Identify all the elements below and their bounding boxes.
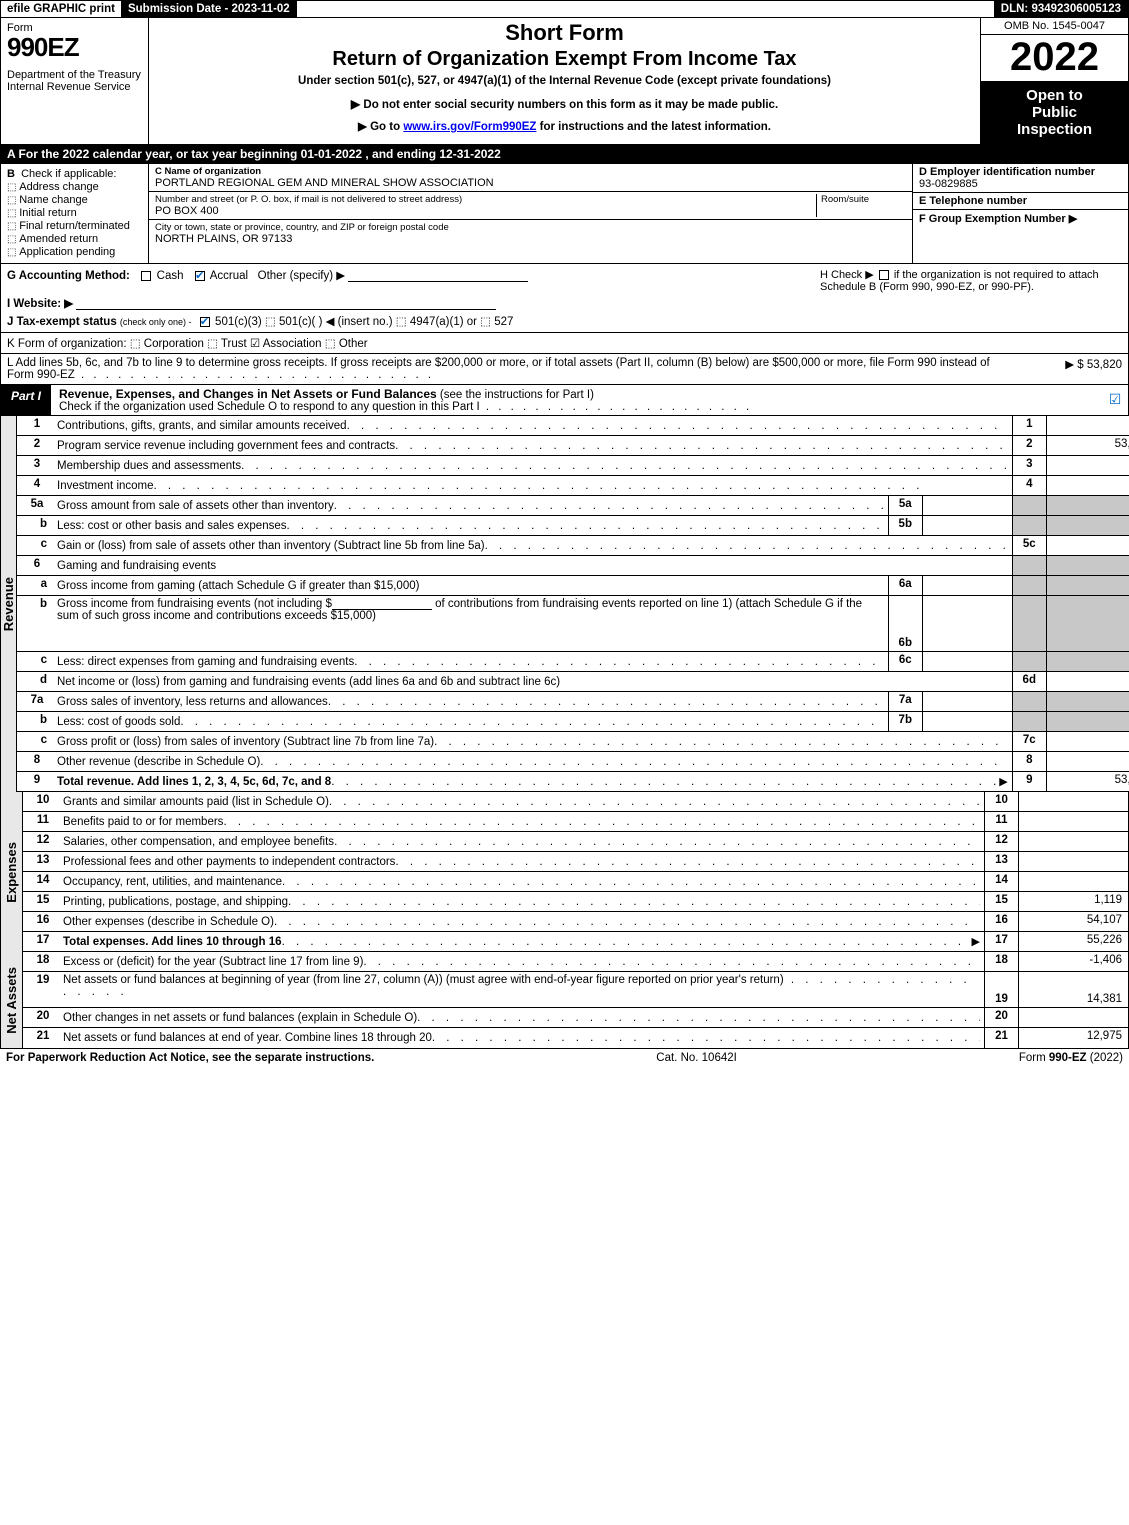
netassets-side-label: Net Assets [1,952,23,1048]
h-check: H Check ▶ if the organization is not req… [820,268,1120,293]
row-a-tax-year: A For the 2022 calendar year, or tax yea… [0,145,1129,164]
line-8-value [1046,752,1129,771]
c-org-info: C Name of organization PORTLAND REGIONAL… [149,164,912,263]
header-center: Short Form Return of Organization Exempt… [149,18,980,144]
row-k: K Form of organization: ⬚ Corporation ⬚ … [0,333,1129,354]
short-form-title: Short Form [157,20,972,46]
tax-year: 2022 [981,35,1128,81]
topbar-spacer [297,1,994,17]
line-6c-value [922,652,1012,671]
chk-final-return[interactable]: Final return/terminated [7,220,142,232]
section-b: B Check if applicable: Address change Na… [0,164,1129,264]
return-title: Return of Organization Exempt From Incom… [157,48,972,71]
website-field[interactable] [76,298,496,310]
form-footer-id: Form 990-EZ (2022) [1019,1052,1123,1064]
part-1-header: Part I Revenue, Expenses, and Changes in… [0,385,1129,416]
revenue-side-label: Revenue [1,416,17,792]
chk-h[interactable] [879,270,889,280]
net-assets-block: Net Assets 18Excess or (deficit) for the… [0,952,1129,1049]
gross-receipts: ▶ $ 53,820 [1012,357,1122,381]
expenses-side-label: Expenses [1,792,23,952]
chk-cash[interactable] [141,271,151,281]
submission-date: Submission Date - 2023-11-02 [122,1,297,17]
line-9-value: 53,820 [1046,772,1129,791]
line-6b-value [922,596,1012,651]
chk-application-pending[interactable]: Application pending [7,246,142,258]
efile-label: efile GRAPHIC print [1,1,122,17]
line-16-value: 54,107 [1018,912,1128,931]
part-1-checkbox[interactable]: ☑ [1102,385,1128,415]
row-l: L Add lines 5b, 6c, and 7b to line 9 to … [0,354,1129,385]
open-to-public: Open to Public Inspection [981,81,1128,144]
line-14-value [1018,872,1128,891]
chk-accrual[interactable] [195,271,205,281]
city-state-zip: NORTH PLAINS, OR 97133 [155,233,906,245]
d-e-f-block: D Employer identification number 93-0829… [912,164,1128,263]
page-footer: For Paperwork Reduction Act Notice, see … [0,1049,1129,1067]
line-6d-value [1046,672,1129,691]
dln: DLN: 93492306005123 [994,1,1128,17]
line-5a-value [922,496,1012,515]
expenses-block: Expenses 10Grants and similar amounts pa… [0,792,1129,952]
line-10-value [1018,792,1128,811]
line-3-value [1046,456,1129,475]
org-name: PORTLAND REGIONAL GEM AND MINERAL SHOW A… [155,177,906,189]
line-15-value: 1,119 [1018,892,1128,911]
line-18-value: -1,406 [1018,952,1128,971]
line-1-value [1046,416,1129,435]
chk-amended-return[interactable]: Amended return [7,233,142,245]
b-checkboxes: B Check if applicable: Address change Na… [1,164,149,263]
ein: 93-0829885 [919,178,978,190]
revenue-block: Revenue 1Contributions, gifts, grants, a… [0,416,1129,792]
chk-501c3[interactable] [200,317,210,327]
line-17-value: 55,226 [1018,932,1128,951]
department: Department of the Treasury Internal Reve… [7,69,142,93]
line-2-value: 53,815 [1046,436,1129,455]
part-1-tag: Part I [1,385,51,415]
no-ssn-line: ▶ Do not enter social security numbers o… [157,97,972,111]
section-g: G Accounting Method: Cash Accrual Other … [0,264,1129,333]
header-left: Form 990EZ Department of the Treasury In… [1,18,149,144]
line-21-value: 12,975 [1018,1028,1128,1048]
paperwork-notice: For Paperwork Reduction Act Notice, see … [6,1052,374,1064]
line-7c-value [1046,732,1129,751]
line-6a-value [922,576,1012,595]
chk-name-change[interactable]: Name change [7,194,142,206]
line-4-value: 5 [1046,476,1129,495]
line-12-value [1018,832,1128,851]
line-11-value [1018,812,1128,831]
line-5c-value [1046,536,1129,555]
under-section: Under section 501(c), 527, or 4947(a)(1)… [157,75,972,87]
chk-initial-return[interactable]: Initial return [7,207,142,219]
irs-link[interactable]: www.irs.gov/Form990EZ [403,121,536,133]
street-address: PO BOX 400 [155,205,816,217]
chk-address-change[interactable]: Address change [7,181,142,193]
part-1-title: Revenue, Expenses, and Changes in Net As… [51,385,1102,415]
line-19-value: 14,381 [1018,972,1128,1007]
line-7a-value [922,692,1012,711]
catalog-number: Cat. No. 10642I [656,1052,737,1064]
line-20-value [1018,1008,1128,1027]
line-5b-value [922,516,1012,535]
form-number: 990EZ [7,32,142,63]
line-13-value [1018,852,1128,871]
goto-line: ▶ Go to www.irs.gov/Form990EZ for instru… [157,119,972,133]
form-header: Form 990EZ Department of the Treasury In… [0,18,1129,145]
omb-number: OMB No. 1545-0047 [981,18,1128,35]
header-right: OMB No. 1545-0047 2022 Open to Public In… [980,18,1128,144]
top-bar: efile GRAPHIC print Submission Date - 20… [0,0,1129,18]
line-7b-value [922,712,1012,731]
